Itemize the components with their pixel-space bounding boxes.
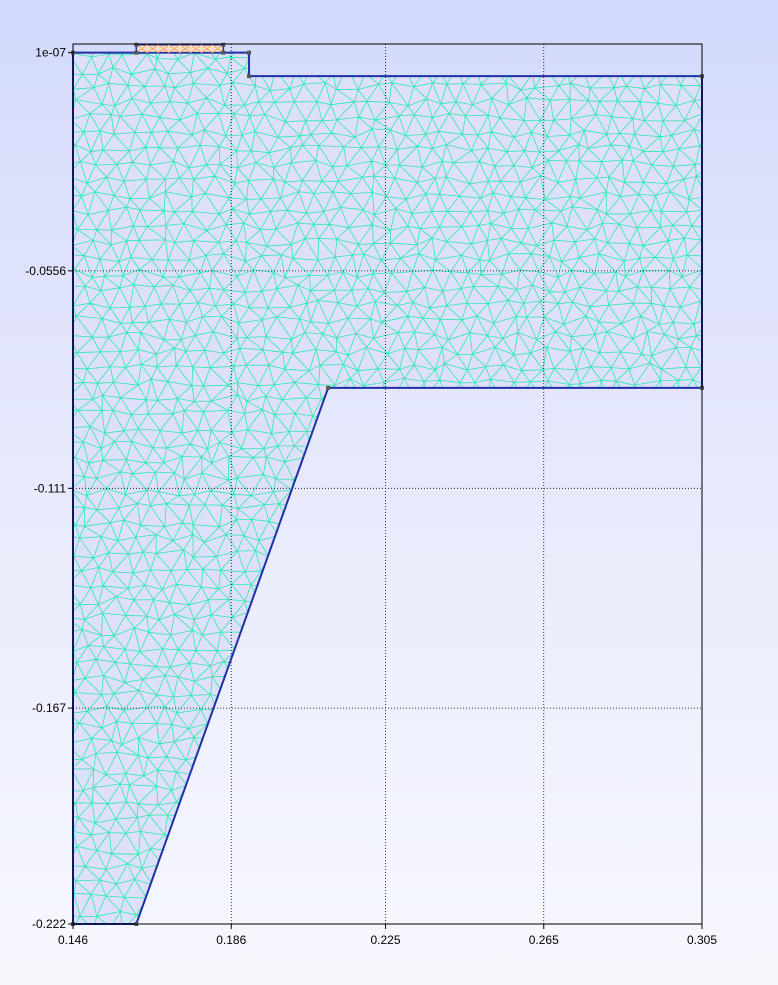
coil-mesh <box>136 44 224 53</box>
boundary-vertex <box>326 385 331 390</box>
x-tick-label: 0.305 <box>687 933 717 947</box>
x-tick-label: 0.146 <box>58 933 88 947</box>
y-tick-label: 1e-07 <box>35 46 66 60</box>
x-tick-label: 0.186 <box>216 933 246 947</box>
coil-vertex <box>221 42 226 47</box>
y-tick-label: -0.111 <box>34 481 67 495</box>
coil-vertex <box>134 42 139 47</box>
y-tick-label: -0.167 <box>32 701 66 715</box>
coil-vertex <box>221 50 226 55</box>
x-tick-label: 0.265 <box>529 933 559 947</box>
plot-frame <box>72 43 703 925</box>
axes-frame <box>68 43 703 929</box>
x-tick-label: 0.225 <box>371 933 401 947</box>
mesh-layer <box>73 52 702 925</box>
boundary-vertex <box>247 50 252 55</box>
coil-vertex <box>134 50 139 55</box>
y-tick-label: -0.0556 <box>25 264 66 278</box>
coil-layer <box>134 42 226 55</box>
boundary-vertex <box>247 74 252 79</box>
y-tick-label: -0.222 <box>32 917 66 931</box>
